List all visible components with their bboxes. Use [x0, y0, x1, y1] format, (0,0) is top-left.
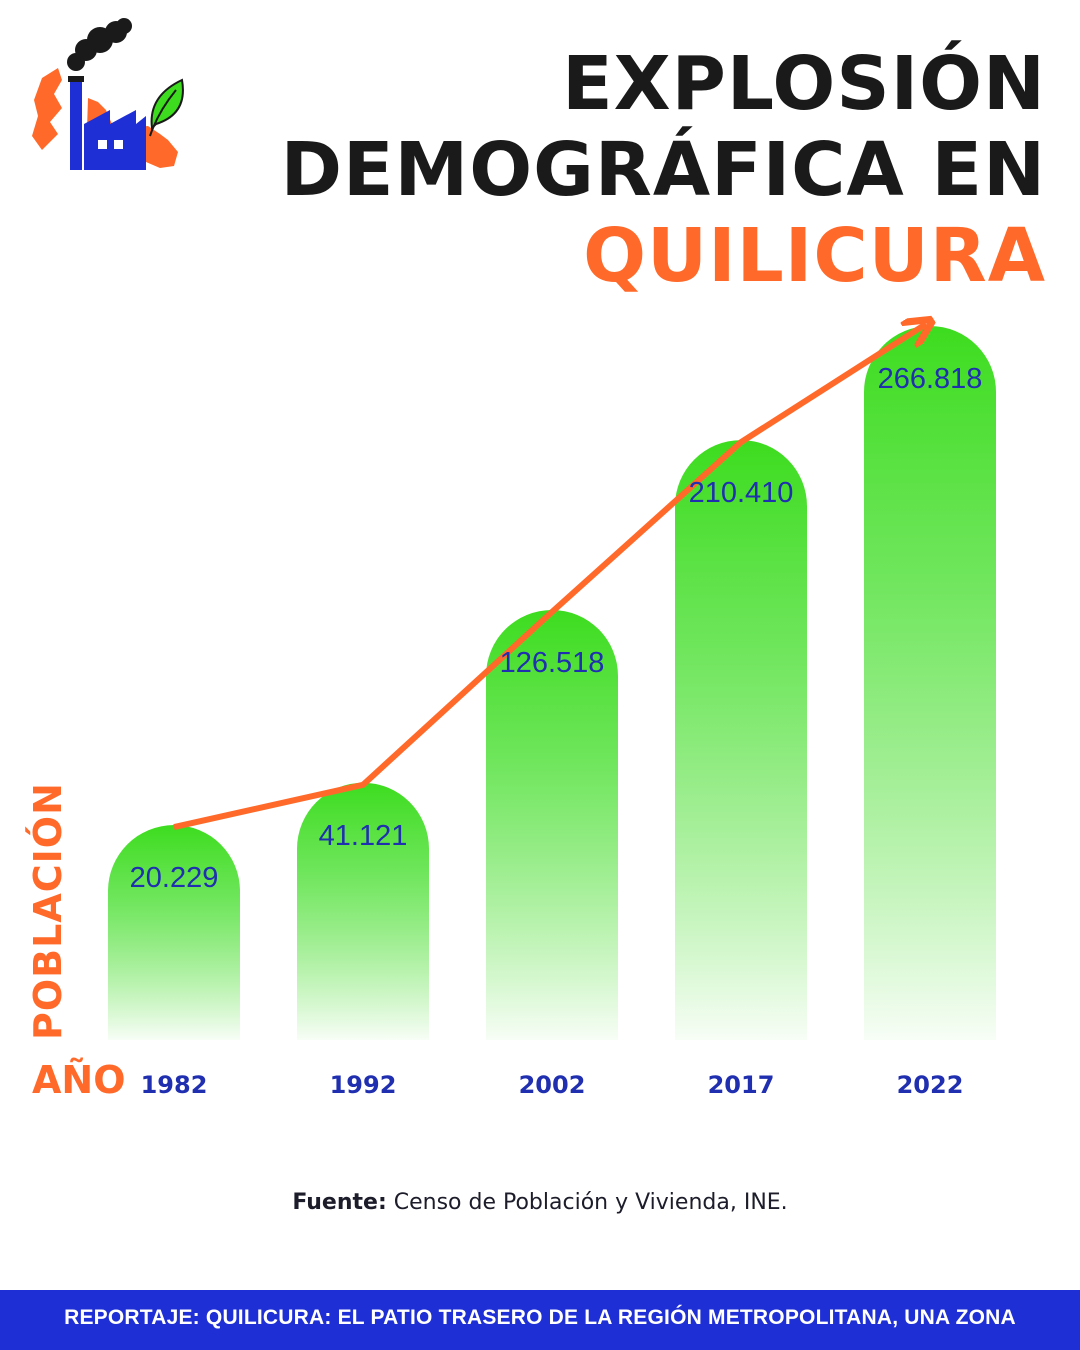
value-label-2022: 266.818: [878, 363, 983, 395]
footer-text: REPORTAJE: QUILICURA: EL PATIO TRASERO D…: [64, 1306, 1016, 1329]
category-label-2022: 2022: [897, 1071, 964, 1099]
title-line-1: EXPLOSIÓN: [562, 41, 1046, 127]
bar-1992: [297, 782, 429, 1040]
factory-logo-icon: [32, 18, 184, 170]
bar-2022: [864, 326, 996, 1040]
source-label: Fuente:: [292, 1190, 387, 1215]
trend-arrow: [173, 324, 926, 830]
bar-2002: [486, 609, 618, 1040]
category-label-2002: 2002: [519, 1071, 586, 1099]
bar-1982: [108, 825, 240, 1040]
source-text: Censo de Población y Vivienda, INE.: [386, 1190, 788, 1215]
category-label-1982: 1982: [141, 1071, 208, 1099]
y-axis-label: POBLACIÓN: [26, 782, 70, 1040]
source-note: Fuente: Censo de Población y Vivienda, I…: [0, 1190, 1080, 1215]
value-label-1982: 20.229: [130, 862, 219, 894]
bar-2017: [675, 440, 807, 1041]
value-label-2002: 126.518: [500, 647, 605, 679]
value-label-2017: 210.410: [689, 477, 794, 509]
title-line-3: QUILICURA: [583, 213, 1046, 299]
x-axis-label: AÑO: [32, 1058, 126, 1102]
category-label-2017: 2017: [708, 1071, 775, 1099]
footer-banner: REPORTAJE: QUILICURA: EL PATIO TRASERO D…: [0, 1290, 1080, 1350]
title-line-2: DEMOGRÁFICA EN: [280, 127, 1046, 213]
category-label-1992: 1992: [330, 1071, 397, 1099]
value-label-1992: 41.121: [319, 820, 408, 852]
population-bar-chart: 20.229 1982 41.121 1992 126.518 2002 210.410 20…: [108, 300, 996, 1099]
